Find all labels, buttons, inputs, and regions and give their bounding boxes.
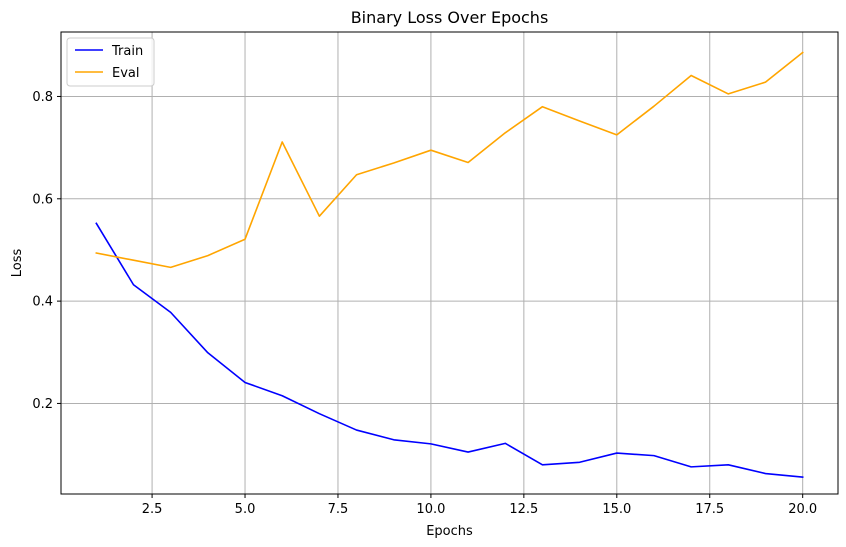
- ticks-layer: 2.5 5.0 7.5 10.0 12.5 15.0 17.5 20.0 0.2 0.4 0.6 0.…: [32, 90, 817, 517]
- x-axis-label: Epochs: [426, 524, 473, 539]
- y-tick-label: 0.2: [32, 397, 53, 412]
- x-tick-label: 20.0: [788, 502, 817, 517]
- x-tick-label: 2.5: [142, 502, 163, 517]
- y-tick-label: 0.6: [32, 192, 53, 207]
- y-axis-label: Loss: [10, 249, 25, 278]
- legend-label-train: Train: [111, 44, 143, 59]
- legend: Train Eval: [66, 37, 155, 87]
- y-tick-label: 0.8: [32, 90, 53, 105]
- x-tick-label: 17.5: [695, 502, 724, 517]
- x-tick-label: 7.5: [328, 502, 349, 517]
- grid-layer: [61, 32, 838, 494]
- series-layer: [95, 51, 804, 478]
- x-tick-label: 12.5: [509, 502, 538, 517]
- x-tick-label: 10.0: [416, 502, 445, 517]
- chart-title: Binary Loss Over Epochs: [351, 8, 549, 27]
- series-line-eval: [95, 51, 804, 269]
- plot-frame: [60, 31, 839, 495]
- series-line-train: [95, 222, 804, 478]
- x-tick-label: 5.0: [235, 502, 256, 517]
- x-tick-label: 15.0: [602, 502, 631, 517]
- y-tick-label: 0.4: [32, 295, 53, 310]
- legend-label-eval: Eval: [112, 66, 140, 81]
